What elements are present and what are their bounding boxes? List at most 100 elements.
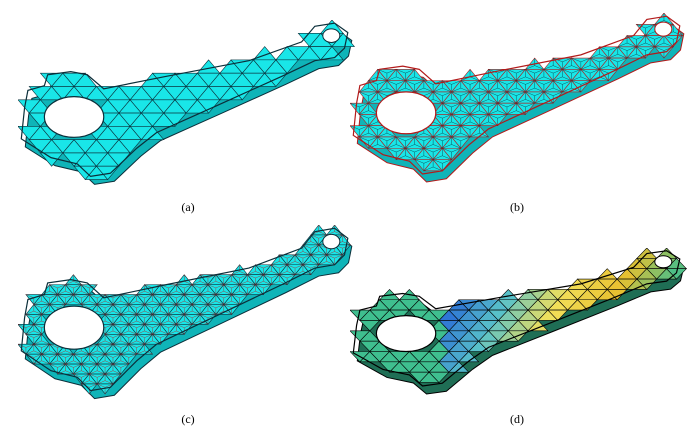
mesh-refinement-edge [120, 320, 129, 325]
mesh-refinement-edge [543, 69, 554, 74]
mesh-refinement-edge [104, 300, 114, 305]
mesh-refinement-edge [460, 114, 471, 119]
mesh-refinement-edge [645, 24, 655, 29]
mesh-refinement-edge [590, 76, 600, 81]
mesh-refinement-edge [516, 76, 526, 81]
mesh-refinement-edge [97, 353, 106, 358]
mesh-refinement-edge [506, 102, 517, 108]
mesh-refinement-edge [33, 330, 42, 335]
mesh-refinement-edge [460, 121, 471, 126]
mesh-refinement-edge [192, 320, 201, 325]
mesh-refinement-edge [73, 291, 82, 295]
mesh-triangle [95, 165, 120, 180]
mesh-refinement-edge [49, 363, 58, 368]
mesh-refinement-edge [377, 80, 388, 85]
mesh-refinement-edge [433, 133, 443, 138]
mesh-refinement-edge [97, 310, 106, 315]
mesh-refinement-edge [377, 76, 388, 81]
mesh-refinement-edge [590, 69, 600, 74]
mesh-refinement-edge [231, 291, 240, 295]
mesh-refinement-edge [49, 360, 58, 365]
mesh-refinement-edge [326, 251, 335, 255]
mesh-refinement-edge [89, 383, 98, 388]
mesh-refinement-edge [144, 330, 153, 335]
mesh-refinement-edge [599, 54, 609, 59]
mesh-refinement-edge [516, 80, 526, 85]
mesh-refinement-edge [112, 324, 121, 328]
mesh-refinement-edge [423, 159, 434, 164]
mesh-refinement-edge [104, 310, 114, 315]
mesh-refinement-edge [405, 148, 415, 153]
caption-b: (b) [510, 200, 524, 214]
mesh-refinement-edge [239, 284, 248, 289]
mesh-refinement-edge [97, 380, 106, 385]
mesh-refinement-edge [423, 144, 434, 149]
mesh-refinement-edge [405, 144, 415, 149]
mesh-refinement-edge [469, 114, 480, 119]
mesh-refinement-edge [152, 310, 161, 315]
mesh-refinement-edge [239, 291, 248, 295]
mesh-refinement-edge [152, 320, 161, 325]
mesh-refinement-edge [120, 314, 129, 318]
mesh-refinement-edge [423, 91, 434, 96]
mesh-refinement-edge [120, 344, 129, 348]
mesh-refinement-edge [479, 99, 489, 104]
mesh-refinement-edge [279, 261, 288, 265]
mesh-triangle [275, 59, 299, 74]
mesh-refinement-edge [377, 136, 388, 141]
mesh-refinement-edge [41, 310, 50, 315]
mesh-triangle [320, 46, 344, 61]
mesh-refinement-edge [73, 363, 82, 368]
mesh-refinement-edge [553, 69, 563, 74]
mesh-refinement-edge [608, 65, 618, 70]
rod-outline [352, 250, 681, 387]
mesh-refinement-edge [49, 350, 58, 355]
mesh-refinement-edge [451, 133, 461, 138]
mesh-refinement-edge [516, 102, 526, 108]
mesh-refinement-edge [184, 294, 193, 299]
mesh-refinement-edge [184, 300, 193, 305]
mesh-refinement-edge [451, 125, 461, 130]
mesh-refinement-edge [469, 76, 480, 81]
mesh-refinement-edge [120, 360, 129, 365]
mesh-refinement-edge [25, 344, 34, 348]
mesh-refinement-edge [350, 102, 360, 108]
mesh-refinement-edge [144, 334, 153, 338]
mesh-refinement-edge [386, 80, 397, 85]
mesh-refinement-edge [654, 42, 665, 47]
mesh-refinement-edge [414, 159, 424, 164]
mesh-refinement-edge [608, 57, 618, 63]
mesh-refinement-edge [359, 87, 369, 93]
mesh-refinement-edge [488, 99, 498, 104]
mesh-refinement-edge [302, 271, 311, 275]
mesh-refinement-edge [553, 65, 563, 70]
mesh-refinement-edge [184, 320, 193, 325]
mesh-refinement-edge [469, 91, 480, 96]
mesh-refinement-edge [433, 80, 443, 85]
mesh-refinement-edge [451, 144, 461, 149]
mesh-refinement-edge [112, 373, 121, 378]
mesh-refinement-edge [152, 304, 161, 308]
mesh-refinement-edge [386, 144, 397, 149]
mesh-refinement-edge [534, 76, 544, 81]
mesh-refinement-edge [553, 91, 563, 96]
mesh-refinement-edge [571, 57, 581, 63]
mesh-refinement-edge [279, 271, 288, 275]
mesh-refinement-edge [469, 80, 480, 85]
mesh-refinement-edge [89, 344, 98, 348]
mesh-triangle [163, 112, 187, 127]
mesh-refinement-edge [231, 284, 240, 289]
mesh-refinement-edge [645, 46, 655, 51]
mesh-refinement-edge [120, 330, 129, 335]
mesh-refinement-edge [543, 91, 554, 96]
mesh-refinement-edge [516, 87, 526, 93]
mesh-refinement-edge [128, 324, 137, 328]
mesh-refinement-edge [386, 136, 397, 141]
mesh-refinement-edge [359, 136, 369, 141]
mesh-refinement-edge [168, 300, 177, 305]
mesh-refinement-edge [580, 80, 591, 85]
mesh-refinement-edge [112, 314, 121, 318]
panel-a [18, 20, 358, 190]
mesh-refinement-edge [414, 87, 424, 93]
mesh-refinement-edge [396, 76, 406, 81]
